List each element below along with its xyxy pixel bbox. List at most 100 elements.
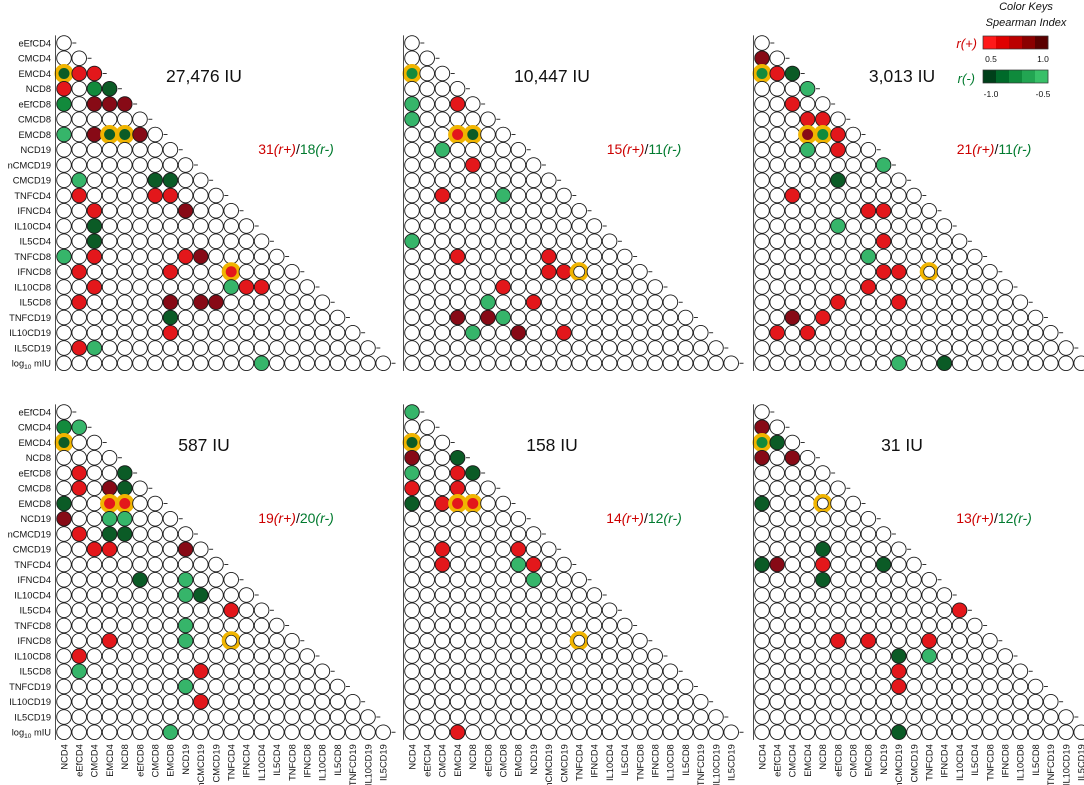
correlation-cell bbox=[86, 617, 103, 634]
correlation-cell bbox=[1027, 325, 1044, 341]
correlation-cell-highlighted bbox=[406, 437, 418, 448]
correlation-cell bbox=[799, 202, 816, 219]
legend-pos-swatch bbox=[1009, 36, 1023, 49]
correlation-cell bbox=[238, 264, 255, 280]
correlation-cell bbox=[510, 694, 527, 710]
correlation-cell bbox=[177, 556, 194, 573]
correlation-cell bbox=[86, 633, 103, 649]
correlation-cell bbox=[56, 35, 72, 51]
correlation-cell bbox=[329, 355, 346, 372]
correlation-cell bbox=[419, 602, 435, 619]
correlation-cell bbox=[860, 279, 877, 295]
correlation-cell bbox=[1058, 340, 1074, 356]
correlation-cell bbox=[419, 96, 435, 112]
correlation-cell bbox=[177, 526, 194, 542]
correlation-cell bbox=[525, 279, 542, 295]
row-label: CMCD4 bbox=[18, 54, 51, 64]
correlation-cell bbox=[132, 709, 148, 725]
correlation-cell bbox=[647, 279, 663, 295]
correlation-cell bbox=[434, 709, 451, 725]
correlation-cell bbox=[101, 572, 118, 588]
correlation-cell bbox=[465, 480, 481, 497]
correlation-cell bbox=[434, 248, 451, 265]
correlation-cell bbox=[510, 340, 527, 356]
correlation-cell bbox=[480, 694, 496, 710]
correlation-cell bbox=[434, 495, 451, 512]
row-label: TNFCD8 bbox=[14, 621, 51, 631]
correlation-cell bbox=[314, 294, 331, 311]
correlation-cell bbox=[1012, 678, 1029, 695]
correlation-cell bbox=[284, 325, 300, 341]
correlation-cell bbox=[784, 264, 801, 280]
correlation-cell bbox=[769, 663, 785, 680]
correlation-cell bbox=[419, 419, 435, 436]
correlation-cell bbox=[193, 248, 209, 265]
correlation-cell bbox=[997, 340, 1013, 356]
correlation-cell bbox=[967, 294, 983, 311]
correlation-cell bbox=[571, 309, 587, 326]
correlation-cell bbox=[830, 663, 846, 680]
correlation-cell bbox=[525, 172, 542, 188]
correlation-cell bbox=[571, 248, 587, 265]
correlation-cell bbox=[860, 187, 877, 204]
correlation-cell bbox=[799, 526, 816, 542]
correlation-cell bbox=[117, 264, 133, 280]
correlation-cell bbox=[404, 572, 420, 588]
correlation-cell bbox=[601, 294, 618, 311]
correlation-cell bbox=[632, 279, 648, 295]
correlation-cell bbox=[875, 248, 892, 265]
correlation-cell bbox=[101, 96, 118, 112]
correlation-cell bbox=[1027, 678, 1044, 695]
correlation-cell bbox=[510, 248, 527, 265]
correlation-cell bbox=[906, 264, 922, 280]
correlation-cell bbox=[586, 694, 603, 710]
correlation-cell bbox=[404, 233, 420, 249]
correlation-cell bbox=[86, 141, 103, 158]
column-label: CMCD19 bbox=[211, 744, 221, 782]
row-label: NCD19 bbox=[21, 514, 51, 524]
correlation-cell bbox=[556, 340, 572, 356]
correlation-cell bbox=[132, 663, 148, 680]
correlation-cell bbox=[465, 678, 481, 695]
column-label: NCD4 bbox=[59, 744, 69, 769]
correlation-cell bbox=[238, 663, 255, 680]
correlation-cell bbox=[147, 678, 163, 695]
correlation-cell bbox=[71, 572, 87, 588]
correlation-cell bbox=[875, 724, 892, 741]
correlation-cell bbox=[284, 694, 300, 710]
correlation-cell bbox=[617, 709, 633, 725]
correlation-cell bbox=[71, 450, 87, 466]
correlation-cell bbox=[906, 218, 922, 234]
correlation-cell bbox=[269, 340, 285, 356]
row-label: nCMCD19 bbox=[8, 160, 51, 170]
correlation-cell bbox=[510, 602, 527, 619]
correlation-cell bbox=[860, 663, 877, 680]
correlation-cell bbox=[449, 218, 466, 234]
correlation-cell bbox=[1073, 355, 1084, 371]
correlation-cell bbox=[345, 355, 361, 372]
correlation-cell bbox=[693, 355, 709, 372]
count-sep: / bbox=[994, 141, 998, 157]
correlation-cell bbox=[510, 294, 527, 311]
correlation-cell bbox=[465, 309, 481, 326]
correlation-cell bbox=[132, 511, 148, 527]
correlation-cell bbox=[86, 172, 103, 188]
correlation-cell bbox=[360, 709, 376, 725]
correlation-cell bbox=[147, 157, 163, 173]
correlation-cell bbox=[71, 541, 87, 558]
correlation-cell bbox=[525, 556, 542, 573]
correlation-cell bbox=[662, 355, 679, 372]
correlation-cell bbox=[541, 678, 557, 695]
correlation-cell bbox=[754, 141, 770, 158]
row-label-subscript: 10 bbox=[24, 364, 32, 371]
correlation-cell bbox=[71, 434, 87, 451]
correlation-cell bbox=[601, 340, 618, 356]
correlation-cell bbox=[465, 294, 481, 311]
correlation-cell bbox=[617, 340, 633, 356]
column-label: NCD19 bbox=[879, 744, 889, 774]
correlation-cell bbox=[480, 157, 496, 173]
correlation-cell bbox=[208, 218, 224, 234]
correlation-cell bbox=[208, 294, 224, 311]
correlation-cell bbox=[269, 633, 285, 649]
correlation-cell bbox=[117, 633, 133, 649]
